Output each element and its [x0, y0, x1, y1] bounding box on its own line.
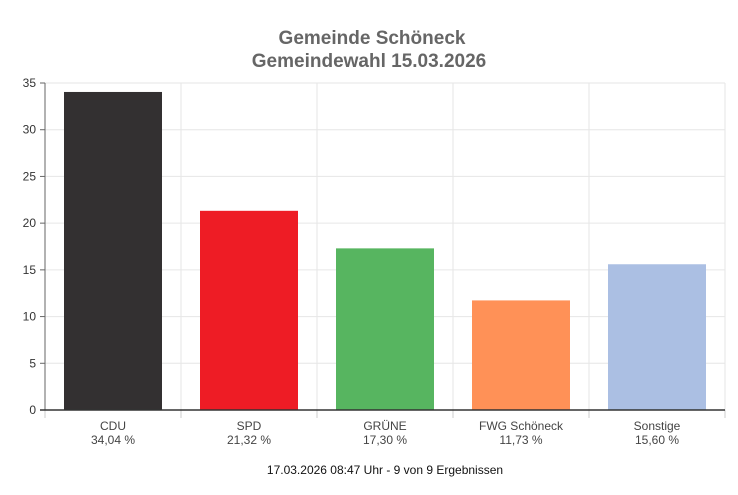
- category-label: FWG Schöneck: [479, 419, 564, 433]
- value-label: 34,04 %: [91, 433, 135, 447]
- y-tick-label: 0: [29, 403, 36, 417]
- category-label: GRÜNE: [363, 419, 406, 433]
- axes: [40, 82, 726, 418]
- value-label: 15,60 %: [635, 433, 679, 447]
- bar-sonstige[interactable]: [608, 264, 706, 410]
- y-tick-label: 35: [23, 76, 37, 90]
- bar-spd[interactable]: [200, 210, 298, 410]
- y-tick-label: 25: [23, 169, 37, 183]
- value-label: 17,30 %: [363, 433, 407, 447]
- y-tick-label: 15: [23, 263, 37, 277]
- y-tick-label: 5: [29, 356, 36, 370]
- y-tick-label: 10: [23, 310, 37, 324]
- bars: [64, 91, 706, 410]
- bar-cdu[interactable]: [64, 91, 162, 410]
- y-tick-label: 30: [23, 123, 37, 137]
- results-footer: 17.03.2026 08:47 Uhr - 9 von 9 Ergebniss…: [267, 463, 503, 477]
- y-tick-label: 20: [23, 216, 37, 230]
- category-label: SPD: [237, 419, 262, 433]
- chart-title: Gemeinde Schöneck: [279, 28, 466, 49]
- bar-gr-ne[interactable]: [336, 248, 434, 410]
- category-label: Sonstige: [634, 419, 681, 433]
- bar-fwg-sch-neck[interactable]: [472, 300, 570, 410]
- value-label: 21,32 %: [227, 433, 271, 447]
- chart-subtitle: Gemeindewahl 15.03.2026: [252, 51, 486, 72]
- category-label: CDU: [100, 419, 126, 433]
- value-label: 11,73 %: [499, 433, 542, 447]
